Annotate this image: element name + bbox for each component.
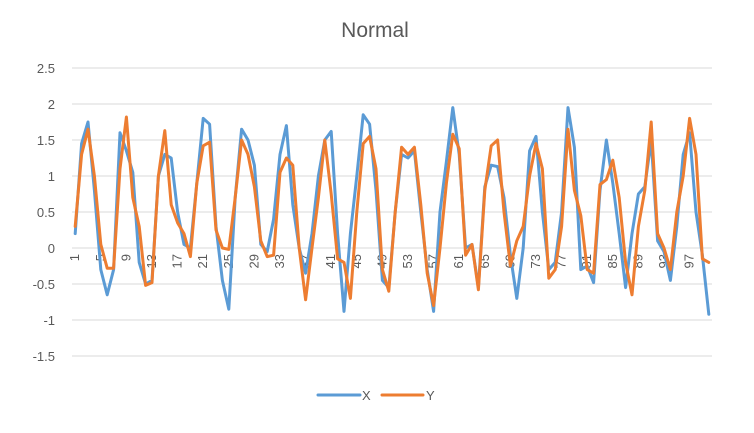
legend-item-x: X (316, 388, 371, 403)
y-tick-label: -0.5 (33, 277, 55, 292)
y-tick-label: 2 (48, 97, 55, 112)
x-tick-label: 85 (605, 254, 620, 268)
x-tick-label: 45 (349, 254, 364, 268)
x-tick-label: 9 (118, 254, 133, 261)
legend: X Y (316, 388, 435, 403)
x-tick-label: 61 (451, 254, 466, 268)
x-tick-label: 29 (246, 254, 261, 268)
y-tick-label: -1.5 (33, 349, 55, 364)
y-axis-labels: 2.5 2 1.5 1 0.5 0 -0.5 -1 -1.5 (33, 61, 55, 364)
x-tick-label: 41 (323, 254, 338, 268)
x-tick-label: 33 (272, 254, 287, 268)
chart-title: Normal (341, 19, 409, 42)
x-tick-label: 53 (400, 254, 415, 268)
y-tick-label: 1 (48, 169, 55, 184)
y-tick-label: 1.5 (37, 133, 55, 148)
legend-label-x: X (362, 388, 371, 403)
legend-item-y: Y (380, 388, 435, 403)
series-line-y (73, 115, 711, 308)
x-tick-label: 89 (630, 254, 645, 268)
x-tick-label: 25 (221, 254, 236, 268)
y-tick-label: 0 (48, 241, 55, 256)
x-tick-label: 1 (67, 254, 82, 261)
legend-label-y: Y (426, 388, 435, 403)
x-tick-label: 17 (170, 254, 185, 268)
x-tick-label: 13 (144, 254, 159, 268)
plot-area (73, 106, 711, 316)
y-tick-label: 0.5 (37, 205, 55, 220)
x-tick-label: 73 (528, 254, 543, 268)
y-tick-label: -1 (43, 313, 55, 328)
x-tick-label: 21 (195, 254, 210, 268)
x-tick-label: 97 (682, 254, 697, 268)
series-line-x (73, 106, 711, 316)
y-tick-label: 2.5 (37, 61, 55, 76)
